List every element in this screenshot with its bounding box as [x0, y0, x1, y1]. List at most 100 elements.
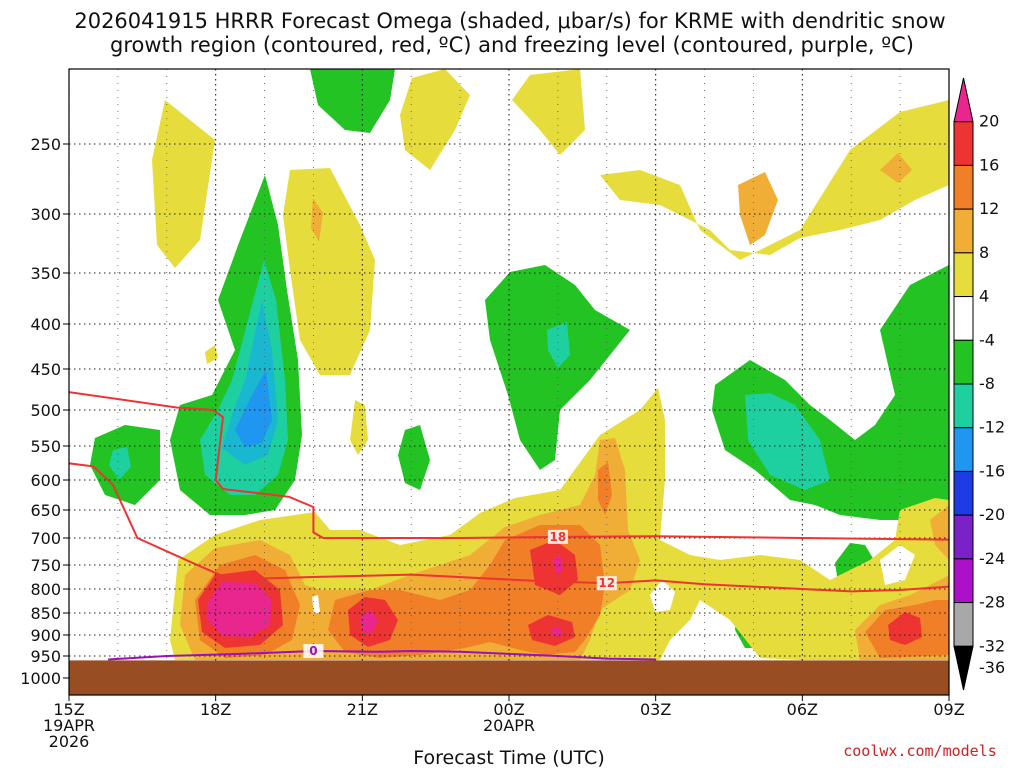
y-tick-label: 800 — [30, 580, 61, 599]
y-tick-label: 500 — [30, 401, 61, 420]
contour-label: 12 — [598, 576, 615, 590]
x-axis-label: Forecast Time (UTC) — [413, 747, 604, 768]
colorbar-swatch — [953, 645, 974, 691]
y-tick-label: 950 — [30, 647, 61, 666]
x-tick-label: 21Z — [347, 700, 378, 719]
negative-omega-region — [547, 322, 570, 368]
positive-omega-region — [888, 612, 922, 645]
colorbar-label: 16 — [979, 155, 999, 174]
colorbar-swatch — [953, 470, 974, 516]
contour-label-bg — [596, 576, 617, 591]
contour-label-bg — [547, 529, 568, 544]
x-tick-label: 03Z — [640, 700, 671, 719]
x-tick-date-label: 19APR — [43, 716, 95, 735]
negative-omega-region — [235, 370, 272, 447]
positive-omega-region — [528, 615, 575, 646]
contour-label-bg — [303, 643, 324, 658]
contour-lines: 18 12 0 — [69, 391, 949, 661]
y-tick-label: 650 — [30, 501, 61, 520]
positive-omega-region — [350, 400, 368, 455]
x-tick-date-label: 20APR — [483, 716, 535, 735]
colorbar-label: -24 — [979, 549, 1005, 568]
colorbar-label: -4 — [979, 330, 995, 349]
colorbar: 20 16 12 8 4 -4 -8 -12 -16 -20 -24 -28 -32 -36 — [953, 77, 1005, 691]
colorbar-swatch — [953, 208, 974, 254]
colorbar-swatch — [953, 427, 974, 472]
x-tick-label: 18Z — [200, 700, 231, 719]
colorbar-swatch — [953, 558, 974, 604]
x-tick-label: 00Z — [493, 700, 524, 719]
x-tick-year-label: 2026 — [49, 732, 90, 751]
plot-area: 18 12 0 — [69, 69, 949, 695]
y-tick-label: 300 — [30, 205, 61, 224]
contour-line-0 — [108, 649, 656, 661]
ground-surface — [69, 660, 949, 695]
positive-omega-region — [152, 100, 215, 268]
colorbar-label: -8 — [979, 374, 995, 393]
contour-line-18 — [69, 391, 949, 541]
contour-label: 0 — [309, 644, 317, 658]
positive-omega-region — [400, 69, 470, 170]
neutral-omega-region — [312, 595, 320, 614]
colorbar-label: -28 — [979, 593, 1005, 612]
colorbar-swatch — [953, 164, 974, 210]
colorbar-swatch — [953, 339, 974, 385]
y-tick-label: 450 — [30, 360, 61, 379]
positive-omega-region — [207, 582, 272, 637]
positive-omega-region — [600, 100, 949, 260]
omega-shading-lower — [170, 388, 949, 660]
y-tick-label: 400 — [30, 315, 61, 334]
y-axis: 250 300 350 400 450 500 550 600 650 700 750 800 850 9… — [20, 135, 69, 688]
negative-omega-region — [109, 447, 131, 480]
positive-omega-region — [311, 198, 323, 242]
colorbar-swatch — [953, 121, 974, 166]
colorbar-label: -36 — [979, 658, 1005, 677]
colorbar-label: -20 — [979, 505, 1005, 524]
y-tick-label: 900 — [30, 626, 61, 645]
positive-omega-region — [512, 69, 585, 155]
omega-shading-upper — [152, 69, 949, 375]
negative-omega-region — [310, 69, 395, 133]
y-tick-label: 350 — [30, 264, 61, 283]
colorbar-swatch — [953, 77, 974, 123]
y-tick-label: 700 — [30, 529, 61, 548]
colorbar-label: -32 — [979, 636, 1005, 655]
colorbar-label: 8 — [979, 243, 989, 262]
neutral-omega-region — [650, 580, 675, 612]
positive-omega-region — [738, 172, 778, 245]
positive-omega-region — [360, 610, 378, 633]
contour-label: 18 — [550, 530, 567, 544]
positive-omega-region — [553, 555, 563, 574]
colorbar-label: -16 — [979, 461, 1005, 480]
positive-omega-region — [205, 345, 218, 364]
y-tick-label: 1000 — [20, 669, 61, 688]
y-tick-label: 550 — [30, 437, 61, 456]
colorbar-swatch — [953, 514, 974, 560]
x-tick-label: 15Z — [53, 700, 84, 719]
neutral-omega-region — [880, 545, 915, 585]
negative-omega-region — [398, 425, 430, 490]
y-tick-label: 600 — [30, 471, 61, 490]
y-tick-label: 850 — [30, 604, 61, 623]
y-tick-label: 750 — [30, 556, 61, 575]
y-tick-label: 250 — [30, 135, 61, 154]
positive-omega-region — [598, 462, 612, 515]
colorbar-swatch — [953, 602, 974, 647]
colorbar-swatch — [953, 383, 974, 429]
colorbar-label: 20 — [979, 112, 999, 131]
colorbar-label: -12 — [979, 418, 1005, 437]
x-tick-label: 06Z — [787, 700, 818, 719]
chart-title-line2: growth region (contoured, red, ºC) and f… — [110, 33, 914, 57]
contour-line-12 — [69, 462, 949, 593]
colorbar-swatch — [953, 296, 974, 341]
positive-omega-region — [283, 168, 375, 375]
x-tick-label: 09Z — [933, 700, 964, 719]
negative-omega-region — [745, 393, 830, 490]
colorbar-swatch — [953, 252, 974, 298]
negative-omega-region — [485, 265, 630, 470]
credit-text: coolwx.com/models — [843, 742, 997, 760]
colorbar-label: 4 — [979, 287, 989, 306]
positive-omega-region — [880, 153, 912, 183]
